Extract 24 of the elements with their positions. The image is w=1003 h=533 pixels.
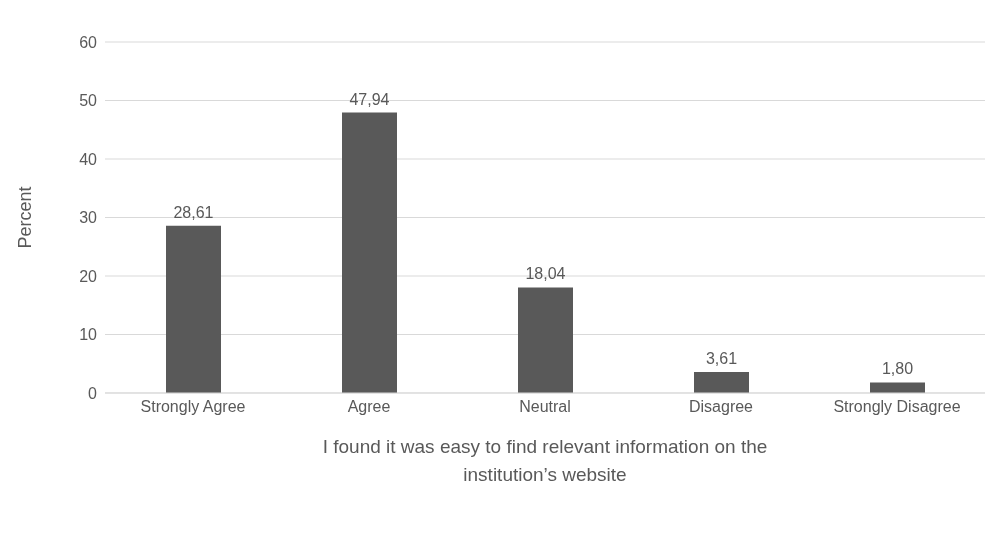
y-tick-label: 20 [79,267,98,285]
y-axis-title: Percent [15,186,36,249]
bar [694,371,749,393]
bar [518,287,573,393]
x-tick-label: Neutral [519,398,571,416]
x-axis-title: I found it was easy to find relevant information on the institution’s website [321,435,769,487]
bar [342,112,397,393]
y-tick-label: 60 [79,33,98,51]
data-label: 28,61 [173,203,214,221]
y-tick-label: 10 [79,326,98,344]
bar [870,382,925,393]
y-tick-label: 0 [88,384,98,402]
data-label: 3,61 [705,349,738,367]
y-tick-label: 50 [79,92,98,110]
x-tick-label: Strongly Agree [140,398,246,416]
data-label: 47,94 [349,90,390,108]
y-tick-label: 40 [79,150,98,168]
x-tick-label: Disagree [688,398,754,416]
x-tick-label: Agree [347,398,391,416]
bar [166,225,221,393]
x-tick-label: Strongly Disagree [833,398,961,416]
data-label: 18,04 [525,265,566,283]
y-tick-label: 30 [79,209,98,227]
data-label: 1,80 [881,360,914,378]
